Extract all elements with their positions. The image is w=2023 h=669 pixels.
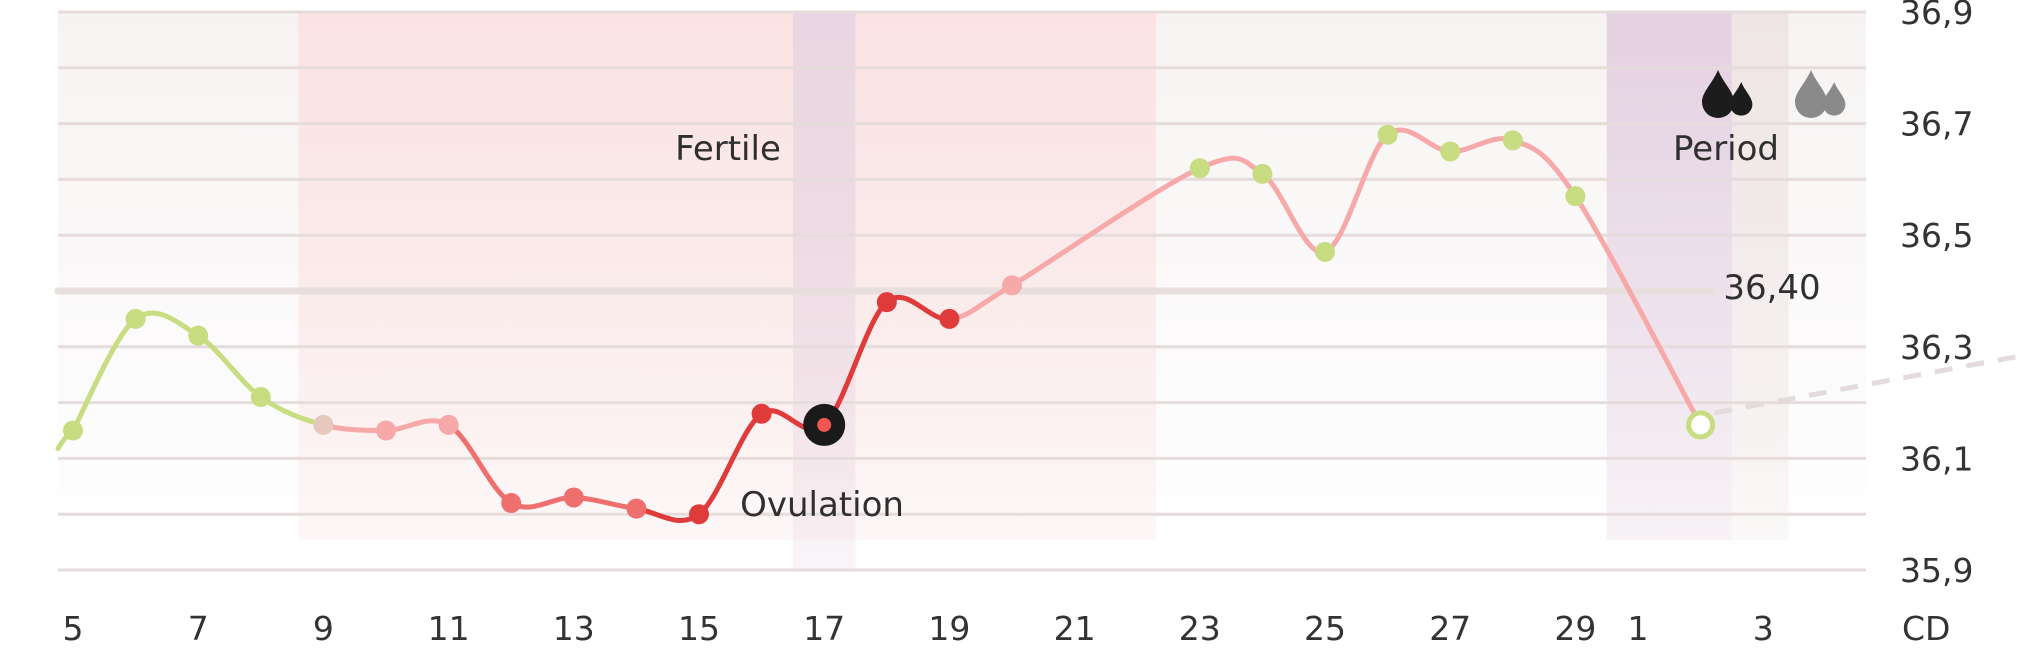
data-point	[1377, 124, 1398, 145]
x-tick-label: 5	[63, 609, 84, 648]
x-tick-label: 11	[428, 609, 470, 648]
blood-drops-icon	[1702, 70, 1753, 118]
x-tick-label: 21	[1054, 609, 1096, 648]
y-tick-label: 35,9	[1900, 551, 1973, 590]
forecast-line	[1714, 352, 2023, 416]
data-point	[876, 292, 897, 313]
y-axis-ticks: 36,9 36,7 36,5 36,3 36,1 35,9	[1900, 0, 1973, 590]
y-tick-label: 36,9	[1900, 0, 1973, 32]
data-point	[1440, 141, 1461, 162]
line-segment	[1009, 165, 1203, 288]
x-tick-label: 27	[1429, 609, 1471, 648]
period-zone-label: Period	[1673, 129, 1779, 169]
reference-line-label: 36,40	[1723, 268, 1820, 308]
data-point-open	[1686, 410, 1716, 440]
data-point	[125, 308, 146, 329]
ovulation-zone-label: Ovulation	[740, 485, 904, 525]
x-tick-label: 19	[928, 609, 970, 648]
x-unit-label: CD	[1902, 609, 1950, 648]
data-point	[188, 325, 209, 346]
x-axis-ticks: 5 7 9 11 13 15 17 19 21 23 25 27 29 1 3	[63, 609, 1774, 648]
data-point	[563, 487, 584, 508]
x-tick-label: 29	[1554, 609, 1596, 648]
y-tick-label: 36,3	[1900, 328, 1973, 367]
blood-drops-light-icon	[1795, 70, 1846, 118]
x-tick-label: 1	[1628, 609, 1649, 648]
chart-labels: Fertile Ovulation Period 36,40 CD	[675, 70, 1950, 648]
data-point	[689, 504, 709, 525]
temperature-points	[63, 124, 1716, 525]
data-point	[313, 414, 334, 435]
x-tick-label: 15	[678, 609, 720, 648]
x-tick-label: 23	[1179, 609, 1221, 648]
data-point	[1502, 130, 1523, 151]
data-point	[250, 387, 271, 408]
x-tick-label: 13	[553, 609, 595, 648]
data-point	[1315, 241, 1335, 262]
x-tick-label: 9	[313, 609, 334, 648]
x-tick-label: 7	[188, 609, 209, 648]
data-point	[501, 493, 522, 514]
data-point	[1189, 158, 1210, 179]
data-point	[1565, 186, 1586, 207]
y-tick-label: 36,7	[1900, 105, 1973, 144]
y-tick-label: 36,1	[1900, 439, 1973, 478]
data-point	[1002, 275, 1022, 296]
data-point	[438, 414, 459, 435]
data-point	[751, 403, 772, 424]
line-segment	[1572, 193, 1704, 428]
data-point	[63, 420, 83, 441]
data-point	[817, 417, 832, 432]
x-tick-label: 3	[1753, 609, 1774, 648]
data-point	[939, 308, 960, 329]
x-tick-label: 17	[803, 609, 845, 648]
fertile-zone-label: Fertile	[675, 129, 781, 169]
data-point	[626, 498, 647, 519]
x-tick-label: 25	[1304, 609, 1346, 648]
y-tick-label: 36,5	[1900, 216, 1973, 255]
data-point	[1252, 163, 1273, 184]
data-point	[376, 420, 396, 441]
